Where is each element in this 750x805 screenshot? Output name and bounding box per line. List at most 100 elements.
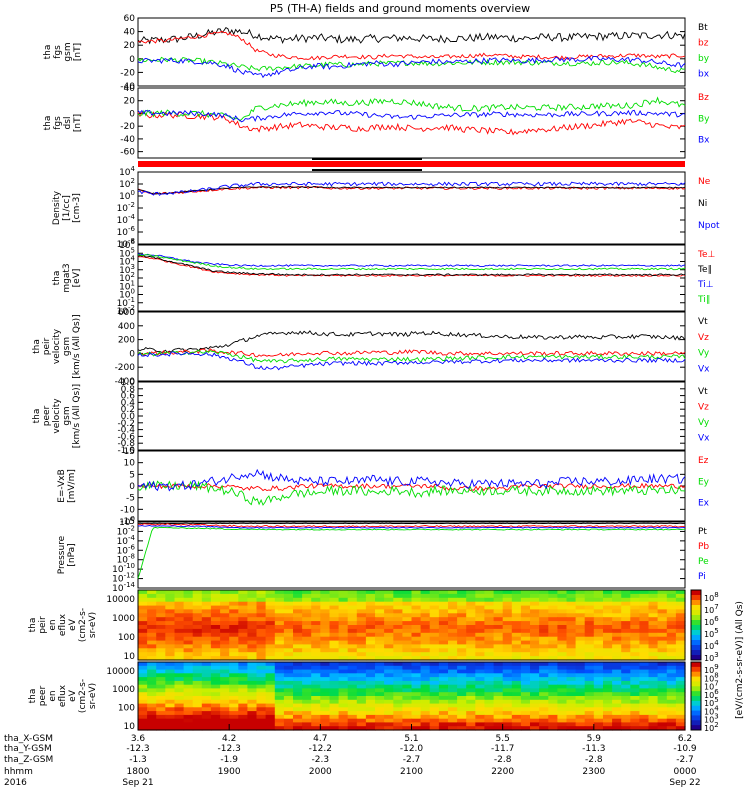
spectrogram-cell xyxy=(621,681,631,685)
y-tick-label: 15 xyxy=(124,447,135,457)
spectrogram-cell xyxy=(503,696,513,700)
spectrogram-cell xyxy=(165,598,175,603)
spectrogram-cell xyxy=(494,644,504,649)
spectrogram-cell xyxy=(311,637,321,642)
spectrogram-cell xyxy=(266,688,276,692)
spectrogram-cell xyxy=(412,692,422,696)
spectrogram-cell xyxy=(402,613,412,618)
spectrogram-cell xyxy=(448,609,458,614)
spectrogram-cell xyxy=(393,677,403,681)
spectrogram-cell xyxy=(430,662,440,666)
spectrogram-cell xyxy=(293,633,303,638)
spectrogram-cell xyxy=(567,681,577,685)
colorbar-segment xyxy=(691,677,701,682)
spectrogram-cell xyxy=(539,594,549,599)
spectrogram-cell xyxy=(393,715,403,719)
colorbar-segment xyxy=(691,711,701,716)
spectrogram-cell xyxy=(175,617,185,622)
spectrogram-cell xyxy=(211,700,221,704)
spectrogram-cell xyxy=(658,677,668,681)
spectrogram-cell xyxy=(475,590,485,595)
spectrogram-cell xyxy=(567,602,577,607)
spectrogram-cell xyxy=(156,677,166,681)
spectrogram-cell xyxy=(229,666,239,670)
spectrogram-cell xyxy=(320,629,330,634)
spectrogram-cell xyxy=(494,722,504,726)
spectrogram-cell xyxy=(229,590,239,595)
spectrogram-cell xyxy=(639,613,649,618)
spectrogram-cell xyxy=(284,625,294,630)
spectrogram-cell xyxy=(521,648,531,653)
colorbar-segment xyxy=(691,615,701,621)
spectrogram-cell xyxy=(384,621,394,626)
spectrogram-cell xyxy=(585,629,595,634)
spectrogram-cell xyxy=(658,707,668,711)
spectrogram-cell xyxy=(311,633,321,638)
y-tick-label: -60 xyxy=(120,148,135,158)
spectrogram-cell xyxy=(667,715,677,719)
spectrogram-cell xyxy=(375,688,385,692)
spectrogram-cell xyxy=(193,590,203,595)
spectrogram-cell xyxy=(676,590,686,595)
spectrogram-cell xyxy=(175,590,185,595)
spectrogram-cell xyxy=(348,621,358,626)
spectrogram-cell xyxy=(430,722,440,726)
spectrogram-cell xyxy=(320,613,330,618)
spectrogram-cell xyxy=(284,696,294,700)
spectrogram-cell xyxy=(375,625,385,630)
spectrogram-cell xyxy=(676,613,686,618)
spectrogram-cell xyxy=(612,648,622,653)
spectrogram-cell xyxy=(639,625,649,630)
spectrogram-cell xyxy=(494,629,504,634)
spectrogram-cell xyxy=(421,648,431,653)
spectrogram-cell xyxy=(147,594,157,599)
spectrogram-cell xyxy=(330,666,340,670)
spectrogram-cell xyxy=(448,594,458,599)
spectrogram-cell xyxy=(430,688,440,692)
spectrogram-cell xyxy=(366,637,376,642)
spectrogram-cell xyxy=(548,629,558,634)
spectrogram-cell xyxy=(330,677,340,681)
spectrogram-cell xyxy=(412,594,422,599)
spectrogram-cell xyxy=(430,613,440,618)
spectrogram-cell xyxy=(621,662,631,666)
spectrogram-cell xyxy=(266,681,276,685)
spectrogram-cell xyxy=(165,633,175,638)
spectrogram-cell xyxy=(594,673,604,677)
spectrogram-cell xyxy=(667,700,677,704)
spectrogram-cell xyxy=(539,715,549,719)
spectrogram-cell xyxy=(503,617,513,622)
spectrogram-cell xyxy=(165,696,175,700)
spectrogram-cell xyxy=(247,722,257,726)
spectrogram-cell xyxy=(147,648,157,653)
legend-entry: Pe xyxy=(698,557,709,567)
spectrogram-cell xyxy=(548,707,558,711)
spectrogram-cell xyxy=(348,711,358,715)
spectrogram-cell xyxy=(184,648,194,653)
spectrogram-cell xyxy=(521,688,531,692)
spectrogram-cell xyxy=(339,633,349,638)
spectrogram-cell xyxy=(439,711,449,715)
spectrogram-cell xyxy=(156,652,166,657)
spectrogram-cell xyxy=(466,598,476,603)
spectrogram-cell xyxy=(147,617,157,622)
spectrogram-cell xyxy=(594,644,604,649)
spectrogram-cell xyxy=(557,673,567,677)
spectrogram-cell xyxy=(275,722,285,726)
spectrogram-cell xyxy=(238,594,248,599)
spectrogram-cell xyxy=(193,644,203,649)
spectrogram-cell xyxy=(311,722,321,726)
spectrogram-cell xyxy=(266,648,276,653)
spectrogram-cell xyxy=(630,662,640,666)
spectrogram-cell xyxy=(211,644,221,649)
spectrogram-cell xyxy=(484,696,494,700)
spectrogram-cell xyxy=(649,617,659,622)
spectrogram-cell xyxy=(284,609,294,614)
spectrogram-cell xyxy=(594,594,604,599)
spectrogram-cell xyxy=(175,629,185,634)
spectrogram-cell xyxy=(676,629,686,634)
spectrogram-cell xyxy=(630,629,640,634)
spectrogram-cell xyxy=(366,688,376,692)
spectrogram-cell xyxy=(639,598,649,603)
spectrogram-cell xyxy=(557,594,567,599)
